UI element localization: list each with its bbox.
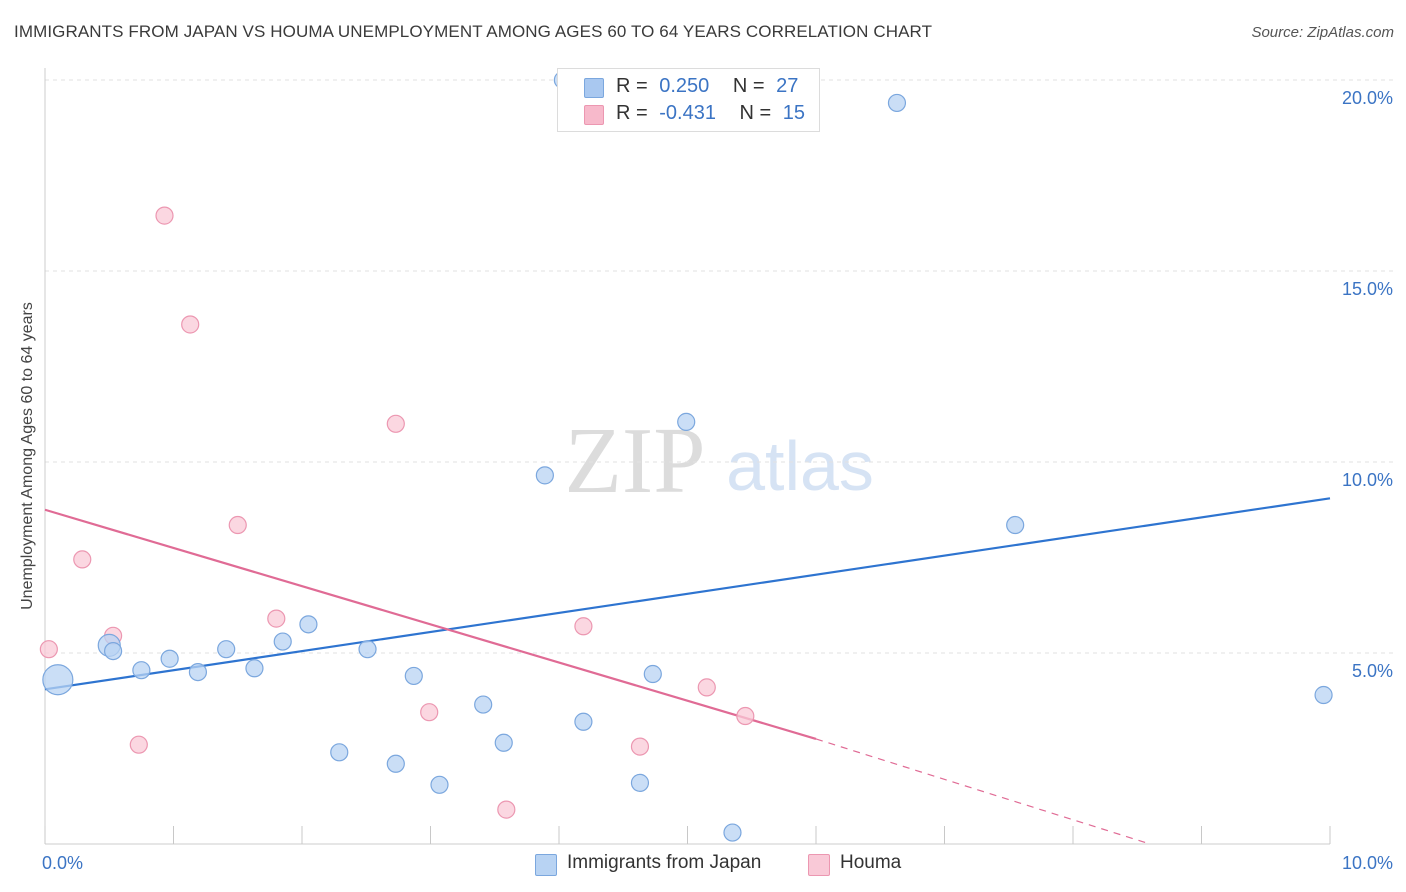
houma-point-7 [267,609,286,628]
y-tick-label-3: 20.0% [1342,88,1393,108]
legend-n-label: N = [739,102,772,124]
legend-r-value-houma: -0.431 [659,102,716,124]
source-credit: Source: ZipAtlas.com [1251,24,1394,41]
houma-point-12 [630,737,650,756]
japan-point-26 [1314,685,1333,705]
chart-title: IMMIGRANTS FROM JAPAN VS HOUMA UNEMPLOYM… [14,22,933,41]
japan-point-6 [217,640,236,659]
houma-point-1 [73,550,92,569]
japan-point-2 [104,641,123,661]
houma-point-5 [181,315,200,334]
houma-point-6 [228,515,247,535]
houma-point-3 [129,735,148,754]
legend-r-label: R = [616,102,648,124]
japan-point-19 [574,712,593,731]
trend-lines [44,497,1331,845]
houma-point-11 [574,617,593,636]
japan-point-16 [494,733,513,752]
y-tick-label-0: 5.0% [1352,661,1393,681]
japan-point-10 [330,743,349,762]
series-name-japan: Immigrants from Japan [567,852,762,873]
houma-point-4 [155,206,174,225]
legend-r-value-japan: 0.250 [659,75,710,97]
series-swatch-japan [535,854,557,876]
japan-point-5 [188,662,208,682]
japan-point-9 [299,615,318,634]
japan-point-0 [42,664,74,696]
japan-point-4 [160,649,179,668]
series-name-houma: Houma [840,852,902,873]
japan-point-21 [643,664,662,684]
japan-point-14 [430,775,449,794]
legend-n-label: N = [732,75,765,97]
trend-line-japan [44,497,1331,691]
japan-point-3 [132,661,151,680]
x-tick-label-max: 10.0% [1342,853,1393,873]
watermark: ZIP atlas [565,409,874,513]
houma-point-9 [420,703,439,722]
trend-line-houma-extension [815,738,1151,845]
japan-point-20 [630,773,650,792]
tick-labels: 5.0% 10.0% 15.0% 20.0% 0.0% 10.0% [42,88,1393,873]
trend-line-houma [44,508,817,741]
legend-swatch-japan [584,78,604,98]
y-tick-label-1: 10.0% [1342,470,1393,490]
legend-swatch-houma [584,105,604,125]
japan-point-24 [887,93,907,113]
legend-r-label: R = [616,75,648,97]
legend-n-value-japan: 27 [776,75,799,97]
japan-point-7 [245,659,264,678]
japan-point-11 [358,640,377,659]
japan-point-23 [723,823,742,842]
japan-point-12 [386,754,405,773]
japan-point-22 [677,412,696,431]
y-tick-label-2: 15.0% [1342,279,1393,299]
series-legend-japan: Immigrants from Japan [535,852,785,876]
japan-point-13 [404,666,423,686]
japan-point-25 [1006,515,1025,535]
houma-point-13 [697,678,716,697]
japan-point-15 [474,695,493,714]
japan-point-17 [535,466,554,485]
houma-point-8 [386,414,405,433]
axes [44,68,1331,845]
grid-lines [45,79,1395,654]
stats-legend: R = 0.250 N = 27 R = -0.431 N = 15 [557,68,820,132]
series-legend-houma: Houma [808,852,928,876]
series-swatch-houma [808,854,830,876]
houma-point-0 [39,640,58,659]
x-tick-label-min: 0.0% [42,853,83,873]
japan-point-8 [273,632,292,651]
houma-point-14 [736,706,755,726]
watermark-atlas: atlas [726,427,874,505]
legend-n-value-houma: 15 [782,102,806,124]
houma-point-10 [497,800,516,819]
